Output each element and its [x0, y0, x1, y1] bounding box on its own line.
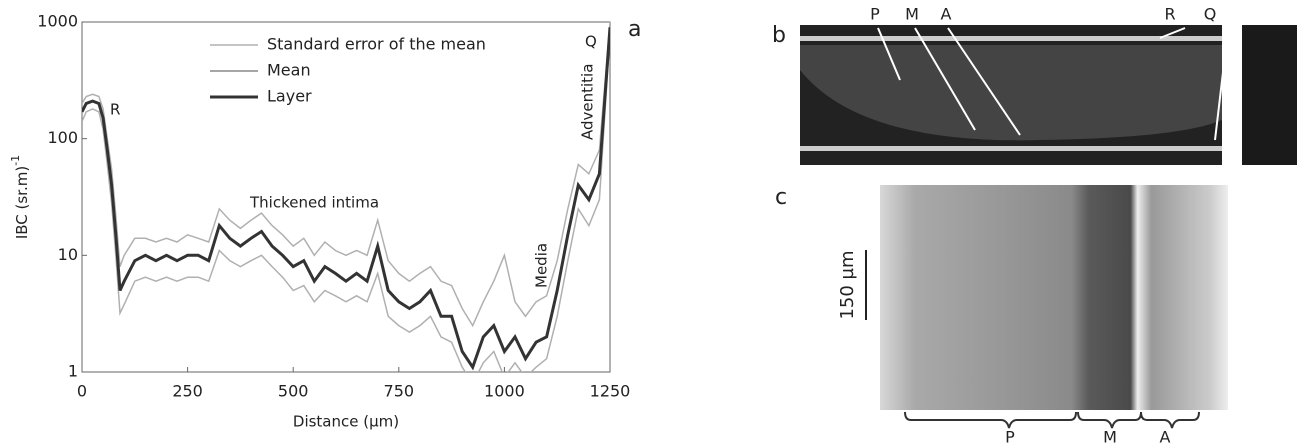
- y-tick-label: 1000: [37, 12, 78, 31]
- y-tick-label: 10: [58, 245, 78, 264]
- image-label: Q: [1204, 5, 1217, 24]
- y-tick-label: 100: [47, 128, 78, 147]
- plot-frame: [81, 21, 611, 373]
- x-tick-label: 1250: [590, 382, 631, 401]
- oct-line: [800, 146, 1222, 151]
- x-tick-label: 750: [384, 382, 415, 401]
- histology-image: [880, 185, 1228, 410]
- brace: [904, 411, 1200, 429]
- image-label: A: [1160, 428, 1171, 447]
- image-label: M: [1103, 428, 1117, 447]
- image-label: P: [870, 5, 880, 24]
- plot-lines: [82, 22, 610, 372]
- legend-label: Standard error of the mean: [267, 35, 486, 54]
- panel-label: b: [772, 23, 786, 48]
- image-label: P: [1005, 428, 1015, 447]
- legend-label: Layer: [267, 87, 312, 106]
- panel-label: c: [775, 185, 787, 210]
- annotation: Media: [533, 243, 551, 288]
- y-axis-label: IBC (sr.m)-1: [9, 155, 31, 239]
- x-tick-label: 1000: [484, 382, 525, 401]
- annotation: Thickened intima: [249, 194, 379, 212]
- y-tick-label: 1: [68, 362, 78, 381]
- y-axis-label-text: IBC (sr.m): [13, 166, 31, 239]
- series-line: [82, 33, 610, 372]
- series-line: [82, 22, 610, 328]
- x-tick-label: 250: [172, 382, 203, 401]
- image-label: R: [1164, 5, 1175, 24]
- x-axis-label: Distance (µm): [293, 413, 399, 431]
- annotation: Q: [585, 33, 597, 51]
- image-label: A: [941, 5, 952, 24]
- image-label: M: [905, 5, 919, 24]
- arrows: [877, 27, 1229, 141]
- oct-plaque: [800, 45, 1222, 141]
- legend-label: Mean: [267, 61, 311, 80]
- series-line: [82, 27, 610, 371]
- scale-bar-label: 150 µm: [837, 250, 858, 319]
- oct-strip: [1242, 25, 1297, 165]
- panel-label: a: [628, 17, 641, 42]
- annotation: Adventitia: [579, 64, 597, 140]
- oct-line: [800, 36, 1222, 41]
- x-tick-label: 0: [77, 382, 87, 401]
- y-axis-label-sup: -1: [9, 155, 22, 166]
- x-tick-label: 500: [278, 382, 309, 401]
- annotation: R: [110, 101, 120, 119]
